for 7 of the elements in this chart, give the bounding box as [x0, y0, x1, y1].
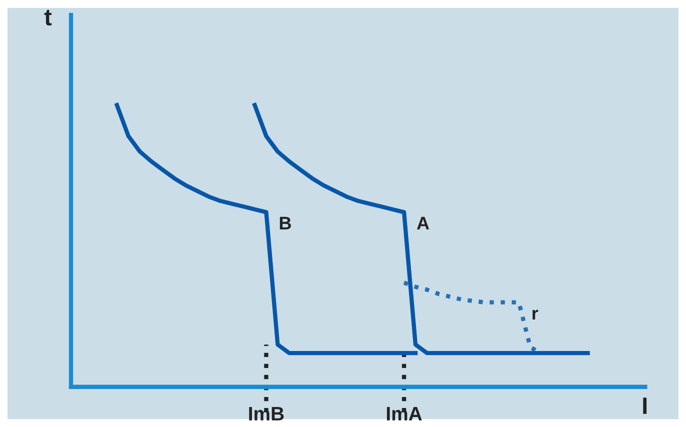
- x-axis-title: I: [643, 398, 647, 414]
- x-tick-label: ImA: [386, 407, 422, 420]
- series-label: r: [532, 310, 538, 320]
- series-label: A: [416, 216, 430, 230]
- series-label: B: [280, 216, 291, 230]
- y-axis-title: t: [44, 10, 52, 26]
- x-tick-label: ImB: [249, 407, 284, 420]
